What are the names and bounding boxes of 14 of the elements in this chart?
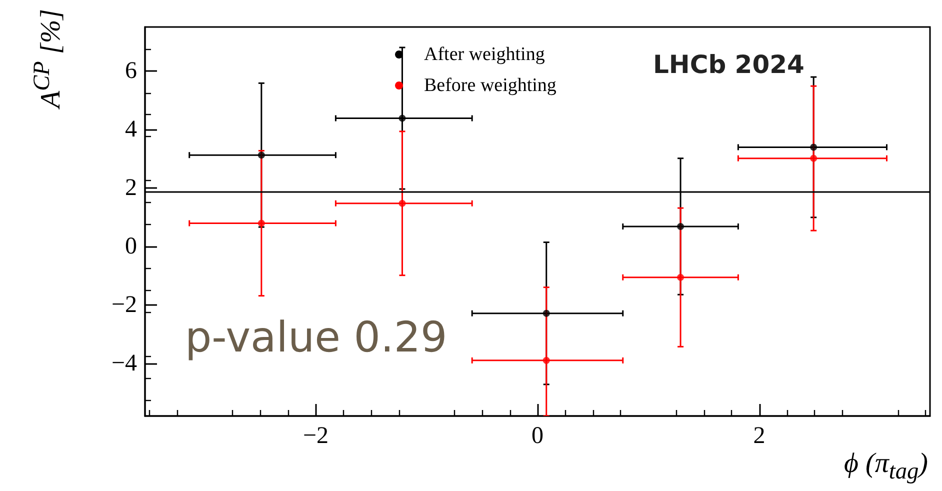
annotation: p-value 0.29 — [185, 312, 448, 362]
x-axis-title: ϕ (π$_{tag}$) — [844, 448, 928, 487]
x-tick-label: 0 — [532, 423, 544, 449]
y-tick-label: 6 — [125, 58, 137, 84]
y-tick-label: −4 — [111, 350, 137, 376]
y-tick-label: 2 — [125, 174, 137, 201]
x-tick-label: −2 — [302, 423, 329, 449]
annotation: LHCb 2024 — [653, 50, 804, 79]
y-tick-label: 4 — [125, 116, 137, 142]
legend-label: After weighting — [424, 44, 546, 65]
legend-label: Before weighting — [424, 75, 557, 96]
x-tick-label: 2 — [753, 423, 766, 449]
y-tick-label: 0 — [125, 233, 137, 260]
y-tick-label: −2 — [111, 292, 137, 318]
